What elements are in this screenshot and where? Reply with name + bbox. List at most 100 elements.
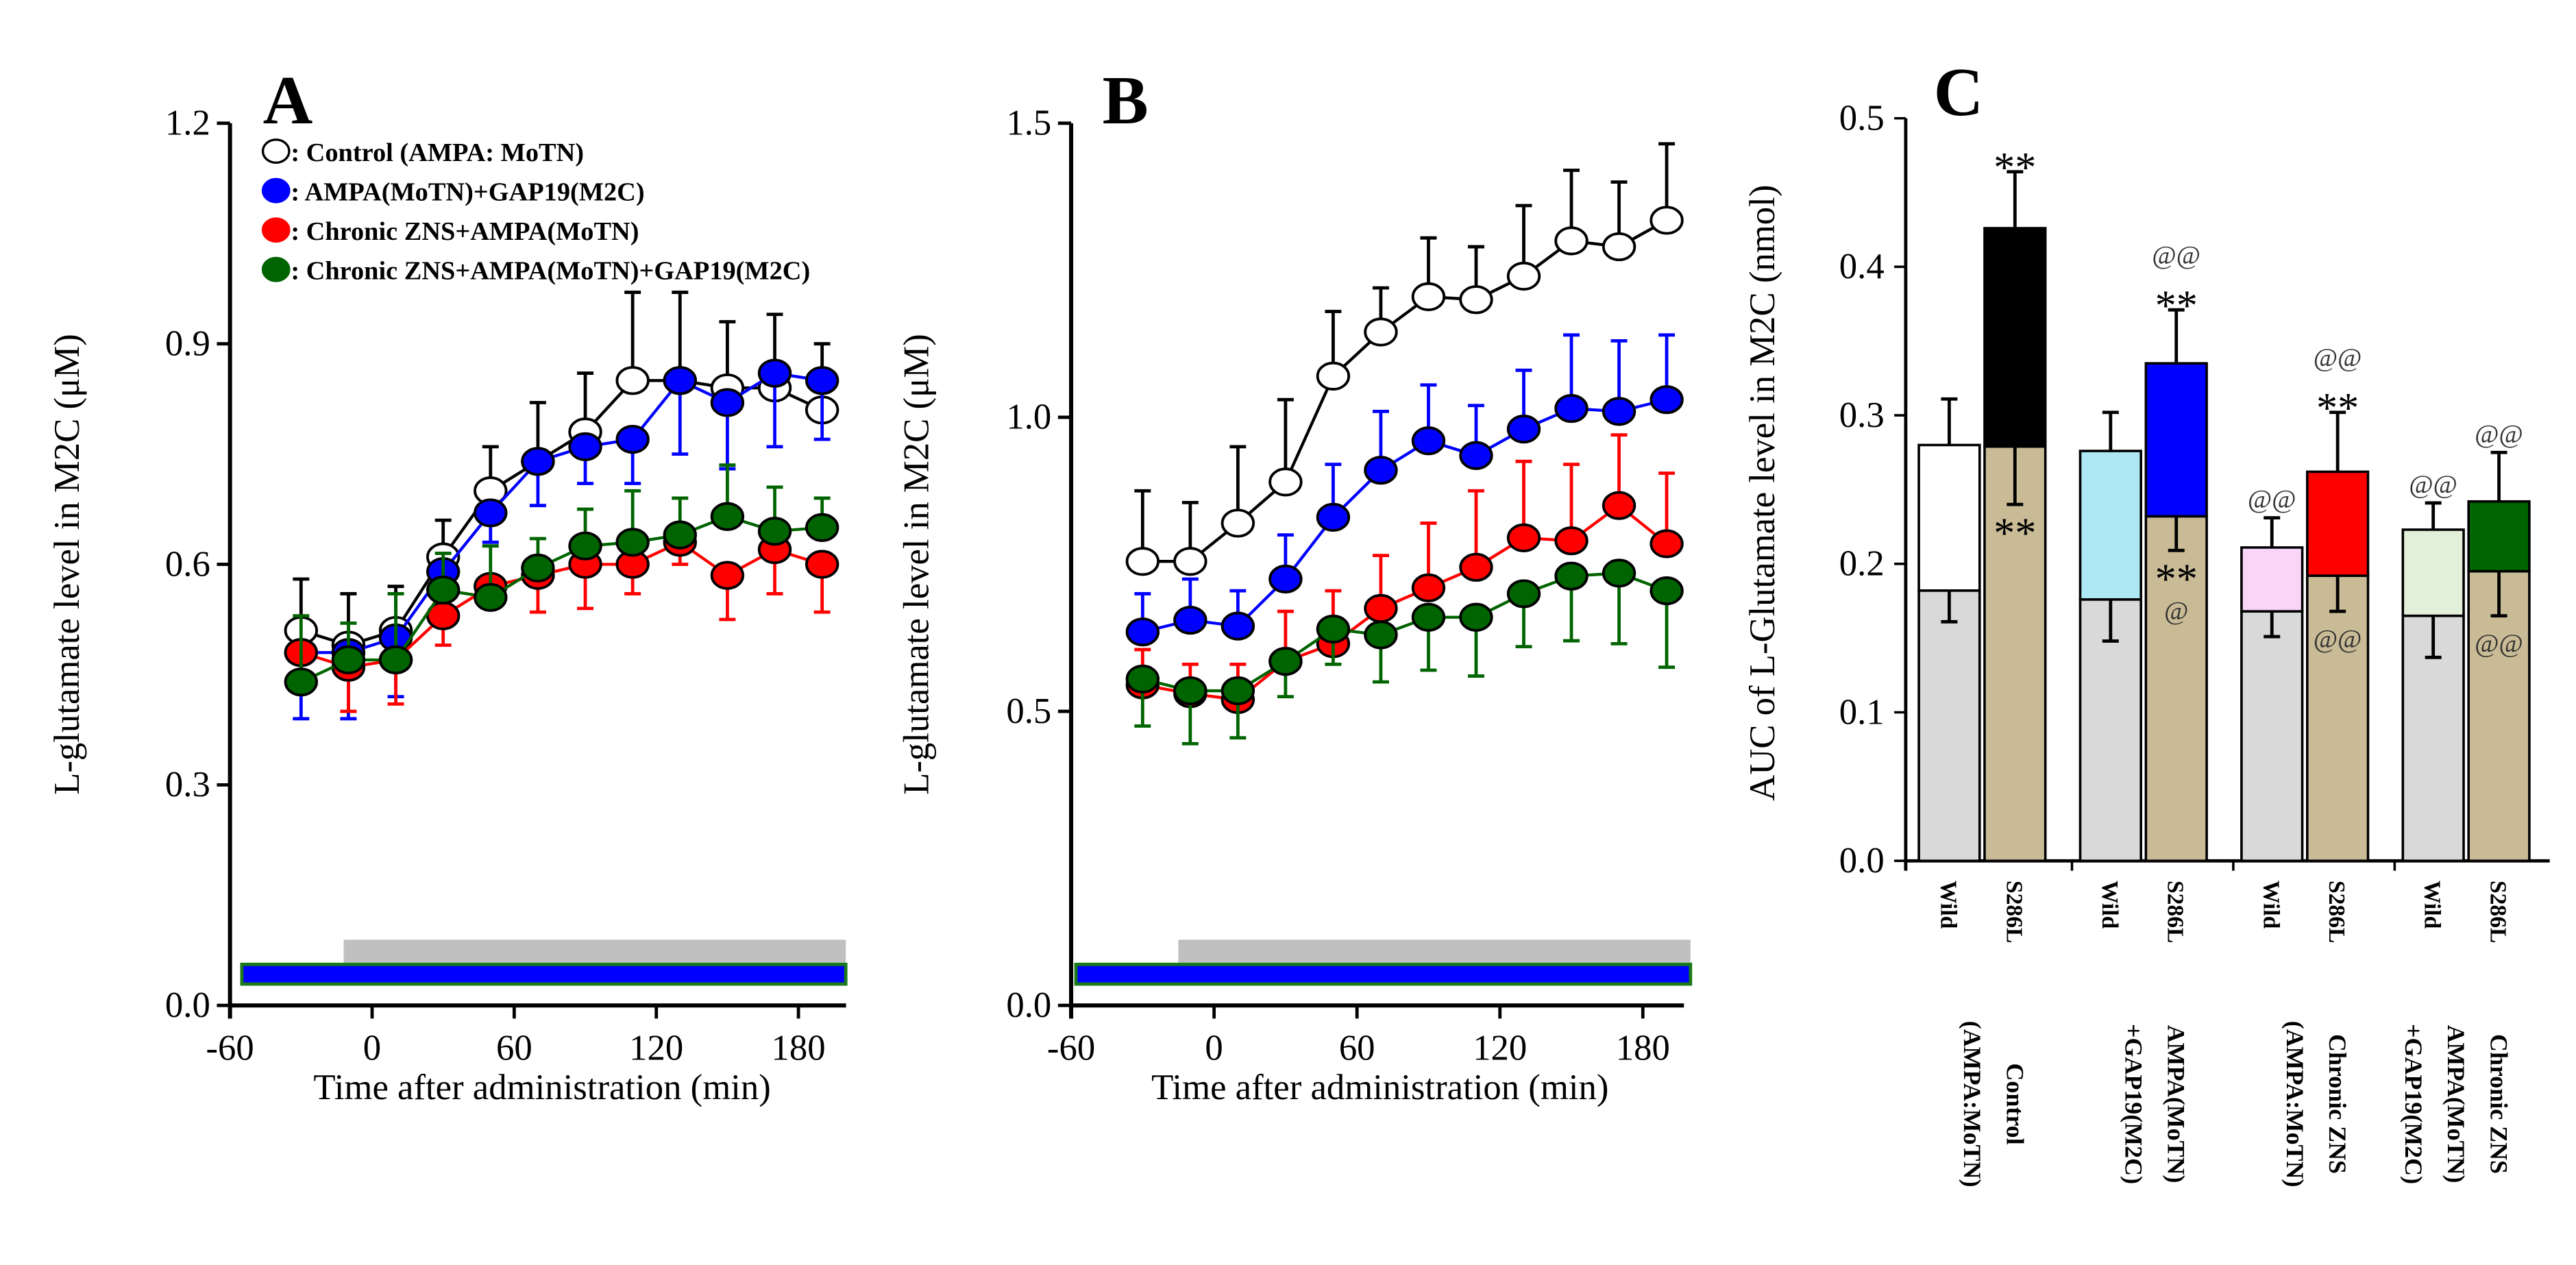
significance-mark-inside: ** — [1994, 509, 2036, 556]
data-point — [474, 582, 508, 612]
series-3 — [1125, 558, 1684, 746]
data-point — [1554, 526, 1588, 556]
blue-bar — [1074, 962, 1693, 986]
x-axis-title: Time after administration (min) — [1151, 1068, 1608, 1107]
y-tick-label: 0.6 — [165, 544, 210, 584]
data-point — [1268, 467, 1303, 497]
x-tick-label: 60 — [1339, 1028, 1375, 1068]
panel-letter-c: C — [1934, 53, 1984, 130]
significance-mark-above: ** — [2316, 384, 2359, 432]
data-point — [1649, 576, 1684, 606]
data-point — [1411, 602, 1446, 632]
data-point — [1459, 441, 1493, 470]
data-point — [710, 561, 745, 590]
x-tick-label: 0 — [1205, 1028, 1223, 1068]
y-axis-title: L-glutamate level in M2C (μM) — [47, 334, 87, 795]
bar-upper-segment — [2144, 362, 2208, 518]
y-tick-label: 0.5 — [1006, 691, 1051, 731]
bar-lower-segment — [2240, 610, 2304, 863]
significance-mark-above: ** — [1994, 144, 2036, 191]
group-label-line: +GAP19(M2C) — [2400, 1024, 2427, 1184]
data-point — [615, 366, 650, 395]
group-label-line: Chronic ZNS — [2324, 1034, 2351, 1174]
data-point — [331, 645, 366, 675]
bar-upper-segment — [2240, 546, 2304, 613]
data-point — [1411, 426, 1446, 456]
y-tick-label: 0.3 — [1839, 395, 1885, 435]
data-point — [757, 358, 792, 388]
data-point — [1506, 261, 1541, 291]
significance-mark-inside: @@ — [2314, 625, 2362, 654]
bar-label: Wild — [2097, 881, 2122, 929]
data-point — [1506, 579, 1541, 609]
data-point — [1173, 547, 1207, 576]
legend-label: : Chronic ZNS+AMPA(MoTN) — [291, 217, 639, 246]
data-point — [1649, 385, 1684, 415]
series-line — [1142, 572, 1667, 693]
data-point — [1459, 552, 1493, 582]
group-label-line: (AMPA:MoTN) — [1959, 1021, 1986, 1188]
data-point — [615, 425, 650, 454]
data-point — [378, 645, 413, 675]
significance-mark-above: @@ — [2409, 471, 2457, 500]
bar-label: S286L — [2486, 881, 2511, 943]
bar-upper-segment — [2306, 470, 2370, 577]
y-axis-title: AUC of L-Glutamate level in M2C (nmol) — [1743, 185, 1782, 801]
legend-marker — [261, 177, 291, 204]
data-point — [1506, 523, 1541, 552]
data-point — [1459, 602, 1493, 632]
panel-letter-a: A — [263, 62, 313, 138]
bar-lower-segment — [2144, 515, 2208, 863]
data-point — [805, 513, 839, 542]
y-tick-label: 0.4 — [1839, 247, 1885, 286]
significance-mark-inside: @ — [2164, 597, 2188, 626]
data-point — [1316, 502, 1351, 532]
significance-mark-inside: @@ — [2475, 629, 2523, 658]
data-point — [1459, 285, 1493, 315]
group-label-line: AMPA(MoTN) — [2163, 1025, 2190, 1183]
y-tick-label: 1.5 — [1006, 103, 1051, 143]
data-point — [663, 366, 697, 395]
series-0 — [284, 291, 839, 660]
bar-upper-segment — [2467, 500, 2531, 573]
series-line — [1142, 219, 1668, 563]
bar-lower-segment — [1917, 589, 1981, 863]
y-tick-label: 0.0 — [165, 985, 210, 1025]
group-label-line: +GAP19(M2C) — [2120, 1024, 2147, 1184]
y-axis-title: L-glutamate level in M2C (μM) — [896, 334, 936, 795]
data-point — [1316, 614, 1351, 644]
bar-group-3: @@ Wild @@ @@ S286L Chronic ZNS AMPA(MoTN) +GAP… — [2393, 420, 2531, 1184]
bar-group-2: @@ Wild @@ ** @@ S286L Chronic ZNS (AMPA:MoTN) — [2232, 344, 2370, 1187]
data-point — [284, 667, 319, 697]
y-tick-label: 0.2 — [1839, 544, 1885, 584]
data-point — [663, 520, 697, 550]
data-point — [474, 498, 508, 528]
data-point — [1268, 564, 1303, 594]
significance-mark-inside: ** — [2155, 556, 2198, 603]
data-point — [1220, 508, 1255, 538]
series-line — [301, 371, 822, 654]
data-point — [1364, 593, 1398, 623]
data-point — [1554, 561, 1588, 591]
legend-label: : AMPA(MoTN)+GAP19(M2C) — [291, 178, 644, 207]
series-0 — [1125, 142, 1684, 576]
legend-marker — [261, 217, 291, 243]
data-point — [1602, 397, 1636, 426]
data-point — [1125, 547, 1160, 576]
x-tick-label: 60 — [496, 1028, 532, 1068]
series-line — [300, 540, 823, 669]
bar-group-0: Wild ** ** S286L Control (AMPA:MoTN) — [1917, 144, 2047, 1188]
panel-c-bar-chart: 0.0 0.1 0.2 0.3 0.4 0.5 AUC of L-Glutamate lev… — [1743, 98, 2550, 1187]
significance-mark-above: @@ — [2314, 344, 2362, 373]
significance-mark-above: @@ — [2152, 241, 2200, 270]
data-point — [568, 432, 602, 461]
data-point — [1220, 611, 1255, 641]
data-point — [1602, 491, 1636, 520]
data-point — [615, 528, 650, 557]
data-point — [710, 388, 745, 417]
data-point — [1316, 361, 1351, 391]
data-point — [426, 575, 461, 605]
data-point — [1173, 605, 1207, 635]
